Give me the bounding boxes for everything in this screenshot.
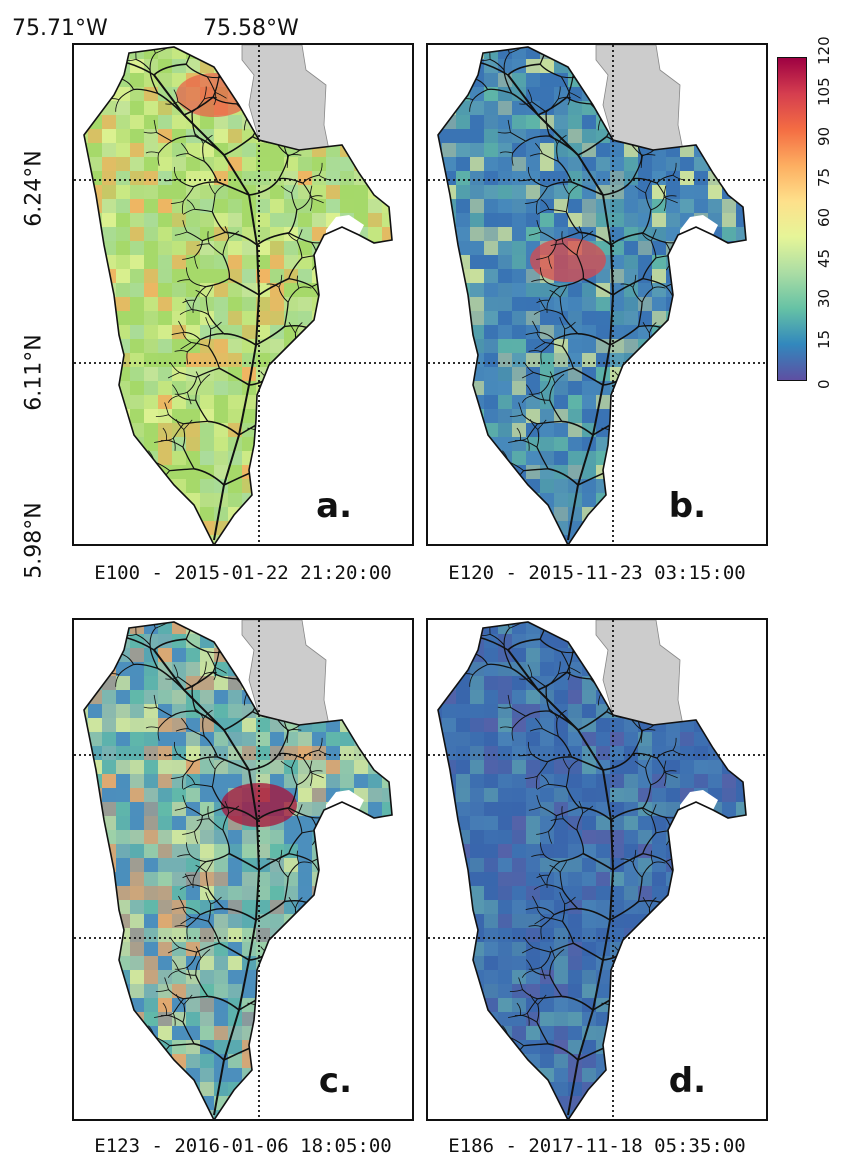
catchment-outline [83, 621, 393, 1119]
no-data-area [326, 790, 364, 832]
catchment-outline [437, 46, 747, 544]
colorbar-tick-0: 0 [815, 379, 833, 389]
map-panel-d: d. [426, 618, 768, 1121]
colorbar-tick-90: 90 [815, 126, 833, 146]
rainfall-raster [438, 47, 746, 544]
catchment-outline [437, 621, 747, 1119]
lat-label-1: 6.24°N [21, 150, 47, 227]
caption-b: E120 - 2015-11-23 03:15:00 [448, 562, 746, 584]
no-data-area [680, 790, 718, 832]
colorbar-tick-105: 105 [815, 76, 833, 106]
colorbar-tick-30: 30 [815, 288, 833, 308]
lon-label-west: 75.71°W [12, 16, 108, 41]
colorbar [777, 57, 807, 381]
catchment-map-d [428, 620, 766, 1119]
lon-label-east: 75.58°W [203, 16, 299, 41]
map-panel-b: b. [426, 43, 768, 546]
panel-letter-b: b. [668, 486, 706, 526]
catchment-map-a [74, 45, 412, 544]
caption-d: E186 - 2017-11-18 05:35:00 [448, 1135, 746, 1157]
panel-letter-a: a. [316, 486, 352, 526]
map-panel-c: c. [72, 618, 414, 1121]
lat-label-2: 6.11°N [21, 334, 47, 411]
catchment-map-c [74, 620, 412, 1119]
map-panel-a: a. [72, 43, 414, 546]
panel-letter-d: d. [668, 1061, 706, 1101]
caption-c: E123 - 2016-01-06 18:05:00 [94, 1135, 392, 1157]
catchment-map-b [428, 45, 766, 544]
catchment-outline [83, 46, 393, 544]
no-data-area [326, 215, 364, 257]
lat-label-3: 5.98°N [21, 502, 47, 579]
no-data-area [680, 215, 718, 257]
colorbar-tick-60: 60 [815, 207, 833, 227]
rainfall-raster [84, 622, 392, 1119]
rainfall-raster [84, 47, 392, 544]
caption-a: E100 - 2015-01-22 21:20:00 [94, 562, 392, 584]
colorbar-tick-45: 45 [815, 248, 833, 268]
colorbar-tick-75: 75 [815, 167, 833, 187]
panel-letter-c: c. [318, 1061, 352, 1101]
colorbar-tick-120: 120 [815, 36, 833, 65]
colorbar-tick-15: 15 [815, 329, 833, 349]
rainfall-raster [438, 622, 746, 1119]
